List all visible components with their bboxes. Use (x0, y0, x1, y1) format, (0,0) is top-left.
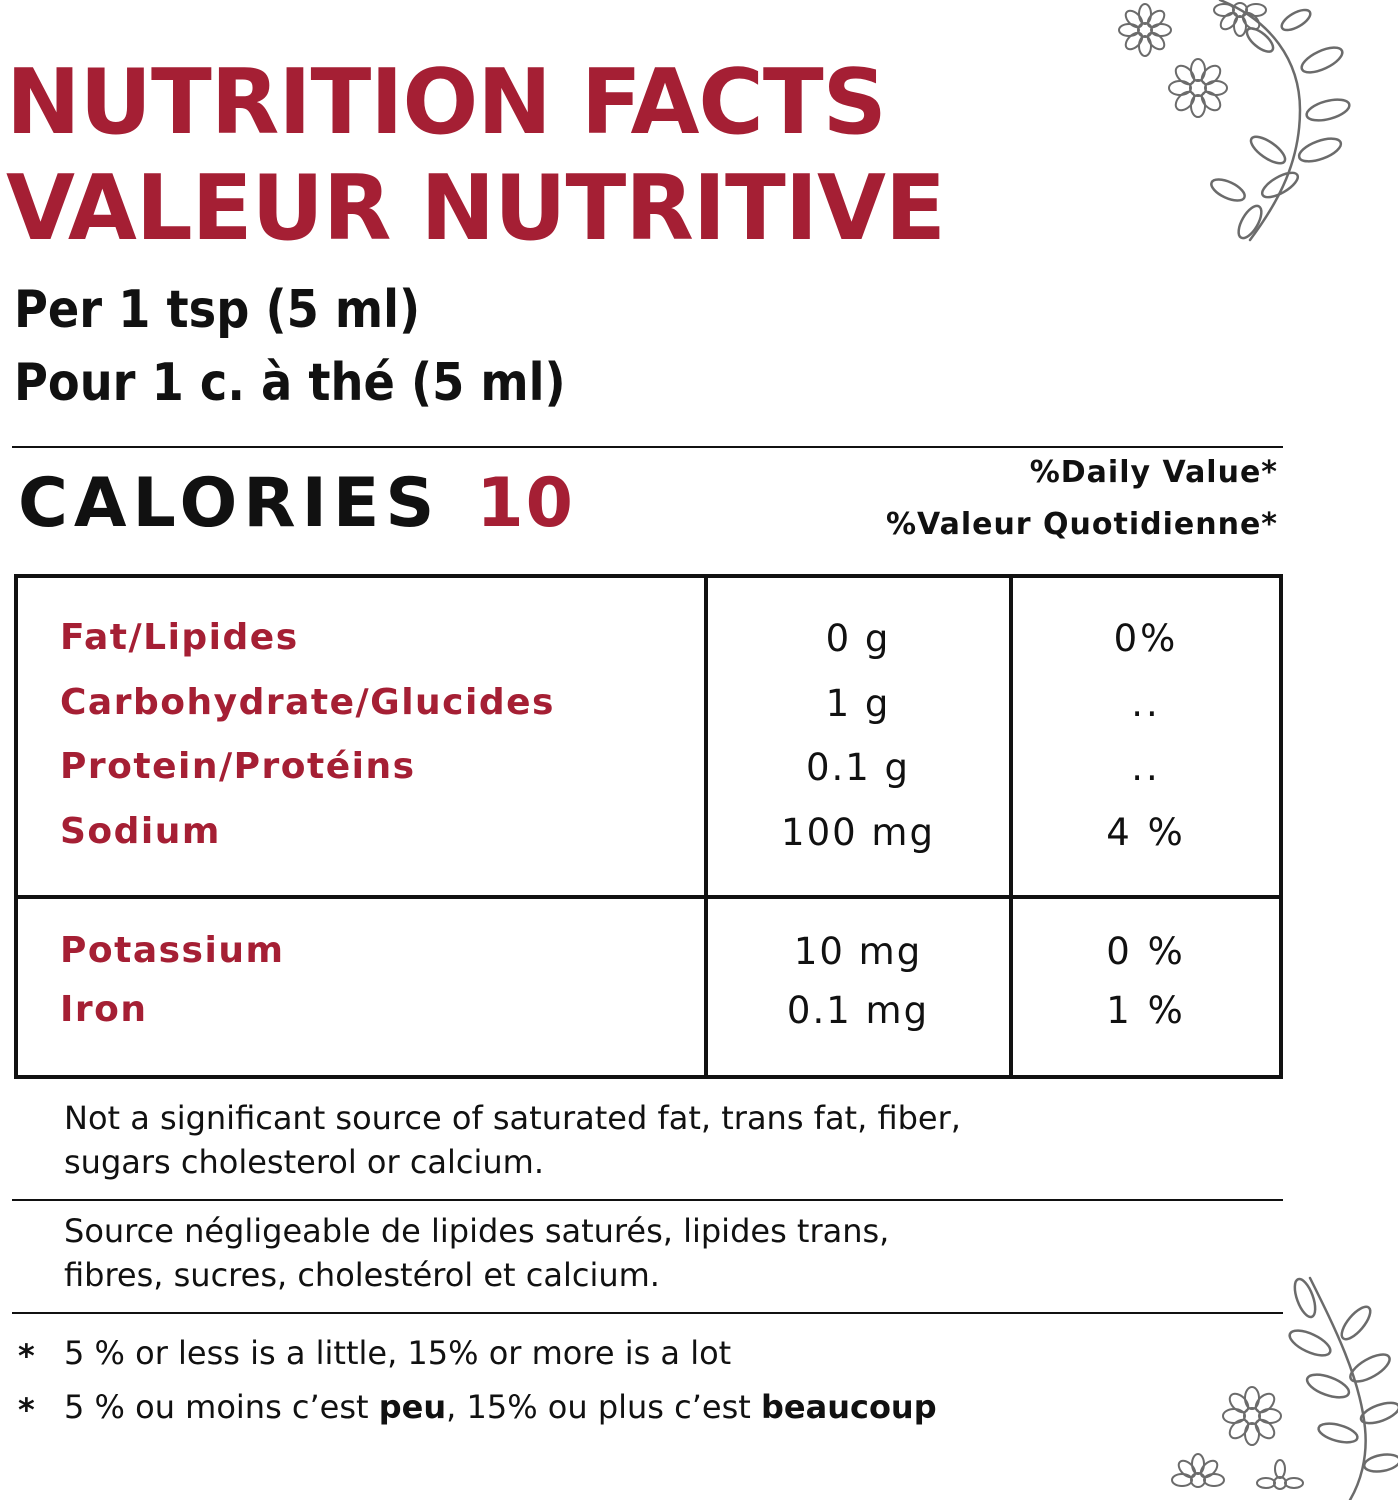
section-divider (14, 895, 1283, 899)
nutrient-name: Carbohydrate/Glucides (60, 682, 555, 723)
nutrient-name: Sodium (60, 811, 221, 852)
nutrient-amount: 0.1 mg (786, 989, 930, 1032)
nutrient-percent: .. (1131, 682, 1161, 725)
nutrient-amount: 10 mg (793, 930, 923, 973)
nutrient-amount: 1 g (825, 682, 891, 725)
daily-value-fr: %Valeur Quotidienne* (885, 507, 1278, 542)
nutrient-name: Fat/Lipides (60, 617, 299, 658)
note-fr: Source négligeable de lipides saturés, l… (64, 1209, 889, 1297)
serving-size-en: Per 1 tsp (5 ml) (14, 280, 421, 340)
divider (12, 1312, 1283, 1314)
title-en: NUTRITION FACTS (6, 50, 887, 155)
nutrient-name: Iron (60, 989, 148, 1030)
note-en-line: Not a significant source of saturated fa… (64, 1099, 961, 1137)
calories-row: CALORIES 10 (18, 470, 575, 538)
note-fr-line: fibres, sucres, cholestérol et calcium. (64, 1256, 660, 1294)
note-en: Not a significant source of saturated fa… (64, 1096, 961, 1184)
calories-value: 10 (476, 464, 575, 543)
title-fr: VALEUR NUTRITIVE (6, 156, 946, 261)
floral-vine-icon (1118, 0, 1351, 242)
floral-vine-icon (1171, 1276, 1398, 1500)
nutrient-percent: 0% (1113, 617, 1179, 660)
nutrient-percent: .. (1131, 746, 1161, 789)
note-fr-line: Source négligeable de lipides saturés, l… (64, 1212, 890, 1250)
nutrient-percent: 4 % (1106, 811, 1186, 854)
column-divider (704, 574, 708, 1079)
footnote-asterisk: * (18, 1337, 35, 1375)
divider (12, 446, 1283, 448)
footnote-fr-bold: beaucoup (760, 1388, 937, 1426)
nutrient-name: Protein/Protéins (60, 746, 416, 787)
footnote-fr-bold: peu (378, 1388, 447, 1426)
nutrient-percent: 1 % (1106, 989, 1186, 1032)
nutrient-table (14, 574, 1283, 1079)
note-en-line: sugars cholesterol or calcium. (64, 1143, 545, 1181)
daily-value-en: %Daily Value* (1029, 455, 1278, 490)
footnote-fr-text: 5 % ou moins c’est (64, 1388, 379, 1426)
nutrient-amount: 0.1 g (805, 746, 911, 789)
serving-size-fr: Pour 1 c. à thé (5 ml) (14, 353, 566, 413)
footnote-fr: 5 % ou moins c’est peu, 15% ou plus c’es… (64, 1391, 937, 1423)
nutrient-percent: 0 % (1106, 930, 1186, 973)
nutrient-amount: 0 g (825, 617, 891, 660)
footnote-asterisk: * (18, 1391, 35, 1429)
footnote-en: 5 % or less is a little, 15% or more is … (64, 1334, 732, 1372)
nutrient-amount: 100 mg (781, 811, 935, 854)
calories-label: CALORIES (18, 464, 441, 543)
column-divider (1009, 574, 1013, 1079)
divider (12, 1199, 1283, 1201)
footnote-fr-text: , 15% ou plus c’est (446, 1388, 761, 1426)
nutrient-name: Potassium (60, 930, 285, 971)
